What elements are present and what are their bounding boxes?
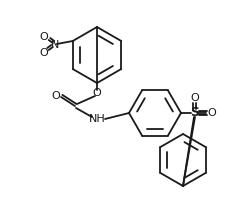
Text: O: O (191, 93, 199, 103)
Text: NH: NH (89, 114, 105, 124)
Text: N: N (51, 40, 59, 50)
Text: S: S (191, 106, 200, 119)
Text: O: O (52, 91, 60, 101)
Text: O: O (93, 88, 101, 98)
Text: O: O (208, 108, 216, 118)
Text: O: O (39, 32, 48, 42)
Text: O: O (39, 48, 48, 58)
